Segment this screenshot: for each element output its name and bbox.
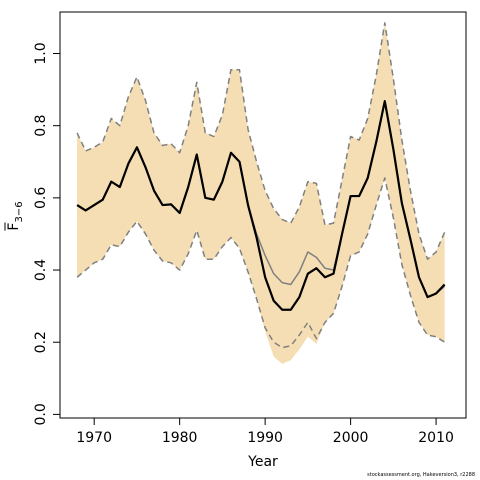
y-tick-label: 0.4 xyxy=(33,259,49,281)
y-tick-label: 0.2 xyxy=(33,331,49,353)
lower-bound-line xyxy=(76,177,446,349)
y-axis-title: F3−6 xyxy=(4,201,25,231)
y-tick-label: 0.8 xyxy=(33,115,49,137)
x-tick-label: 2010 xyxy=(418,430,454,446)
y-tick-label: 0.0 xyxy=(33,403,49,425)
y-axis-title-subscript: 3−6 xyxy=(14,201,25,222)
upper-bound-line xyxy=(76,22,446,260)
y-axis-title-base: F xyxy=(6,223,22,231)
credit-text: stockassessment.org, Hakeversion3, r2288 xyxy=(367,472,475,478)
x-tick-label: 1980 xyxy=(162,430,198,446)
x-tick-label: 1970 xyxy=(76,430,112,446)
x-tick-label: 1990 xyxy=(247,430,283,446)
estimate-line xyxy=(76,100,446,311)
x-axis-title: Year xyxy=(247,454,278,470)
y-tick-label: 1.0 xyxy=(33,42,49,64)
x-tick-label: 2000 xyxy=(333,430,369,446)
plot-area xyxy=(76,22,446,364)
y-axis: 0.0 0.2 0.4 0.6 0.8 1.0 xyxy=(33,42,60,426)
x-axis: 1970 1980 1990 2000 2010 xyxy=(76,418,454,446)
svg-text:F3−6: F3−6 xyxy=(6,201,25,230)
plot-frame xyxy=(59,11,467,419)
confidence-band xyxy=(77,22,445,364)
y-tick-label: 0.6 xyxy=(33,187,49,209)
